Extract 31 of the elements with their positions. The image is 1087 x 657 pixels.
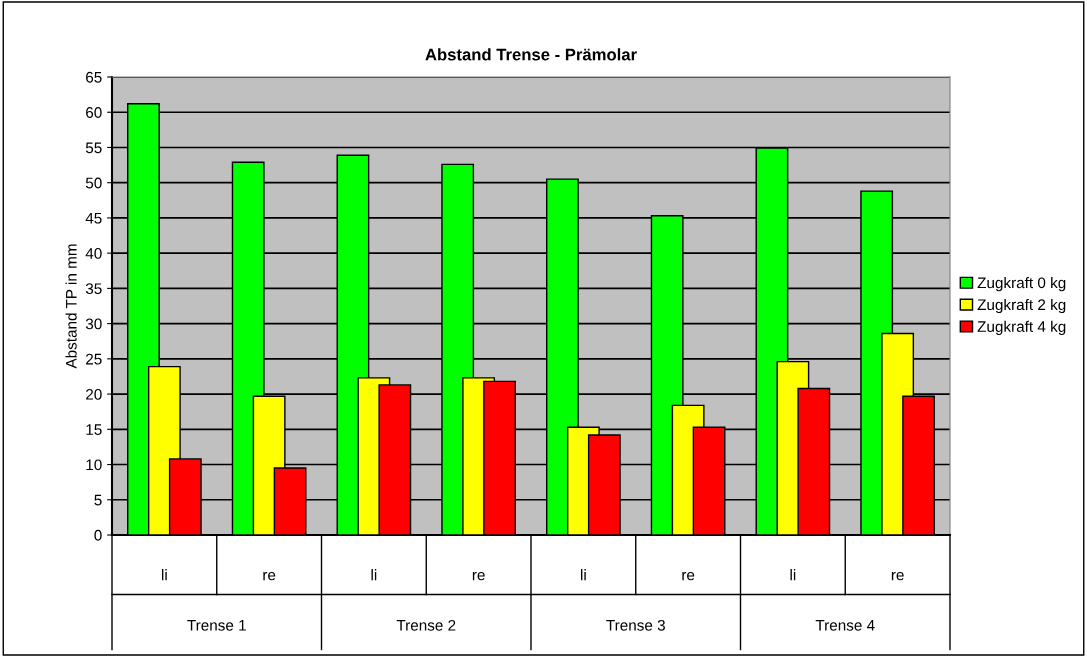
x-tick-label: re bbox=[682, 571, 695, 581]
y-tick-label: 30 bbox=[85, 318, 102, 330]
x-tick-label: re bbox=[263, 571, 276, 581]
text: Trense 4 bbox=[815, 620, 875, 631]
x-tick-label: li bbox=[790, 569, 796, 581]
y-tick-label: 20 bbox=[86, 388, 102, 400]
legend-label: Zugkraft 0 kg bbox=[977, 277, 1066, 292]
x-tick-label: li bbox=[371, 569, 377, 581]
x-tick-label: li bbox=[581, 569, 586, 581]
y-tick-label: 5 bbox=[94, 494, 102, 506]
y-tick-label: 45 bbox=[85, 212, 102, 224]
y-tick-label: 15 bbox=[86, 424, 102, 435]
y-tick-label: 10 bbox=[86, 459, 102, 471]
y-tick-label: 40 bbox=[85, 248, 102, 259]
x-tick-label: li bbox=[162, 569, 167, 581]
y-tick-label: 0 bbox=[94, 529, 102, 541]
chart-title: Abstand Trense - Prämolar bbox=[425, 48, 637, 61]
y-tick-label: 50 bbox=[85, 177, 102, 189]
y-tick-label: 35 bbox=[85, 283, 102, 295]
y-tick-label: 60 bbox=[86, 107, 102, 118]
legend-label: Zugkraft 2 kg bbox=[977, 298, 1066, 314]
x-tick-label: re bbox=[891, 571, 904, 581]
y-tick-label: 55 bbox=[85, 142, 102, 154]
text: Trense 2 bbox=[396, 619, 456, 631]
y-axis-title: Abstand TP in mm bbox=[65, 244, 77, 369]
y-tick-label: 25 bbox=[86, 353, 102, 365]
text: Trense 1 bbox=[187, 620, 246, 631]
legend-label: Zugkraft 4 kg bbox=[977, 320, 1066, 335]
y-tick-label: 65 bbox=[86, 71, 102, 83]
text: Trense 3 bbox=[606, 619, 665, 631]
x-tick-label: re bbox=[472, 571, 485, 581]
